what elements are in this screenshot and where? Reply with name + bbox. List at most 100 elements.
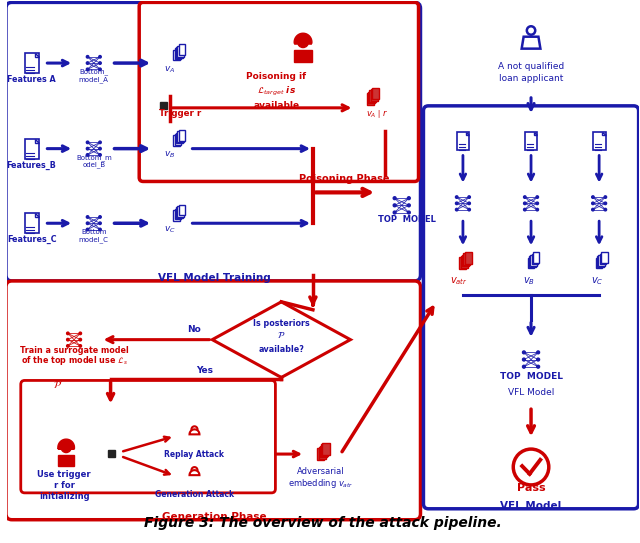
Text: Pass: Pass [516,483,545,493]
Bar [58,455,74,466]
Bar [601,252,607,263]
Bar [175,209,181,219]
Text: Use trigger: Use trigger [37,470,91,479]
Bar [179,130,185,141]
FancyBboxPatch shape [20,381,275,493]
Text: TOP  MODEL: TOP MODEL [500,372,563,381]
Circle shape [536,202,538,205]
Bar [179,205,185,216]
Bar [460,257,467,269]
Circle shape [591,209,594,211]
Circle shape [86,228,89,231]
Circle shape [61,443,71,452]
Circle shape [604,209,607,211]
Bar [108,450,115,457]
Text: VFL Model: VFL Model [500,501,562,511]
Text: $v_A \mid r$: $v_A \mid r$ [366,108,388,119]
Polygon shape [189,470,200,475]
Bar [179,45,185,55]
Bar [525,132,538,150]
Circle shape [524,196,526,198]
Circle shape [393,211,396,214]
Circle shape [537,358,540,361]
Text: Poisoning if: Poisoning if [246,72,307,81]
Text: $v_A$: $v_A$ [164,64,175,74]
Polygon shape [602,132,605,135]
Text: Figure 3: The overview of the attack pipeline.: Figure 3: The overview of the attack pip… [144,516,502,529]
Text: loan applicant: loan applicant [499,74,563,83]
Circle shape [99,228,101,231]
Bar [173,210,180,220]
Circle shape [522,365,525,368]
Polygon shape [522,37,540,49]
Circle shape [537,365,540,368]
Circle shape [468,209,470,211]
Bar [24,213,39,233]
Text: Adversarial: Adversarial [297,467,344,476]
Circle shape [408,204,410,207]
Circle shape [522,351,525,354]
Bar [177,206,184,217]
Bar [528,258,534,268]
Bar [177,46,184,56]
Text: Poisoning Phase: Poisoning Phase [300,174,390,185]
Circle shape [591,202,594,205]
Polygon shape [466,132,469,135]
Circle shape [99,68,101,71]
Circle shape [67,345,69,347]
Polygon shape [294,33,312,44]
Text: $\mathcal{P}'$: $\mathcal{P}'$ [53,380,63,392]
Text: $\mathcal{L}_{target}$ is: $\mathcal{L}_{target}$ is [257,85,296,98]
Circle shape [522,358,525,361]
Circle shape [604,196,607,198]
Bar [24,53,39,73]
Bar [320,446,327,457]
Text: VFL Model: VFL Model [508,388,554,397]
Text: Bottom_m
odel_B: Bottom_m odel_B [76,154,111,168]
Bar [532,254,538,264]
Circle shape [536,196,538,198]
Circle shape [79,345,81,347]
Bar [462,255,469,266]
Circle shape [86,68,89,71]
Bar [323,443,330,454]
Polygon shape [35,138,39,143]
Circle shape [86,216,89,218]
Circle shape [456,202,458,205]
Text: Train a surrogate model: Train a surrogate model [20,345,129,355]
Bar [160,102,167,109]
Text: VFL Model Training: VFL Model Training [158,273,271,283]
Circle shape [393,197,396,200]
Text: Generation Phase: Generation Phase [162,512,266,522]
Bar [176,207,182,218]
Bar [368,92,375,103]
Bar [173,50,180,60]
Circle shape [99,141,101,143]
Bar [456,132,469,150]
Polygon shape [35,53,39,57]
Bar [465,252,472,263]
Text: Features A: Features A [7,75,56,84]
FancyBboxPatch shape [424,106,639,509]
Bar [175,48,181,59]
Text: A not qualified: A not qualified [498,62,564,71]
Polygon shape [212,302,351,377]
Circle shape [99,222,101,224]
Circle shape [99,62,101,64]
Bar [317,448,324,460]
FancyBboxPatch shape [140,2,419,181]
Circle shape [456,196,458,198]
Circle shape [79,332,81,334]
Text: $v_C$: $v_C$ [164,224,176,235]
Bar [463,253,470,265]
Circle shape [536,209,538,211]
Bar [294,50,312,62]
Circle shape [527,26,535,35]
FancyBboxPatch shape [6,281,420,520]
FancyBboxPatch shape [6,2,420,281]
Text: initializing: initializing [39,492,90,501]
Text: Bottom_
model_A: Bottom_ model_A [79,68,109,83]
Text: available?: available? [259,345,304,353]
Bar [371,89,378,101]
Circle shape [86,222,89,224]
